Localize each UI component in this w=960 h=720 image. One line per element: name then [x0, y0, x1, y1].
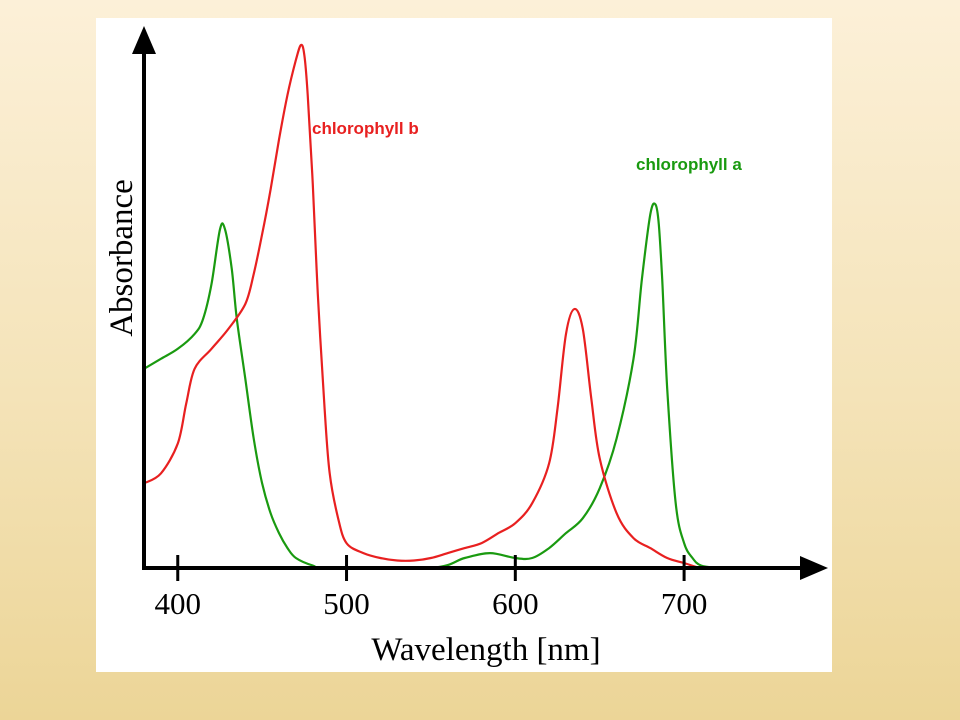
x-tick-label-500: 500	[323, 586, 370, 621]
series-label-chlorophyll-a: chlorophyll a	[636, 155, 742, 174]
series-line-chlorophyll-b	[143, 43, 718, 570]
chart-panel: 400 500 600 700 Wavelength [nm] Absorbance …	[96, 18, 832, 672]
x-tick-label-400: 400	[155, 586, 202, 621]
x-axis-arrow	[800, 556, 828, 580]
axes-layer	[132, 26, 828, 580]
x-tick-label-700: 700	[661, 586, 708, 621]
y-axis-title: Absorbance	[104, 179, 140, 337]
series-label-chlorophyll-b: chlorophyll b	[312, 119, 419, 138]
series-line-chlorophyll-a	[143, 202, 719, 570]
ticks-layer: 400 500 600 700	[155, 555, 708, 621]
x-axis-title: Wavelength [nm]	[371, 632, 600, 668]
absorbance-chart: 400 500 600 700 Wavelength [nm] Absorbance …	[104, 26, 828, 668]
x-tick-label-600: 600	[492, 586, 539, 621]
y-axis-arrow	[132, 26, 156, 54]
series-layer	[143, 43, 719, 570]
